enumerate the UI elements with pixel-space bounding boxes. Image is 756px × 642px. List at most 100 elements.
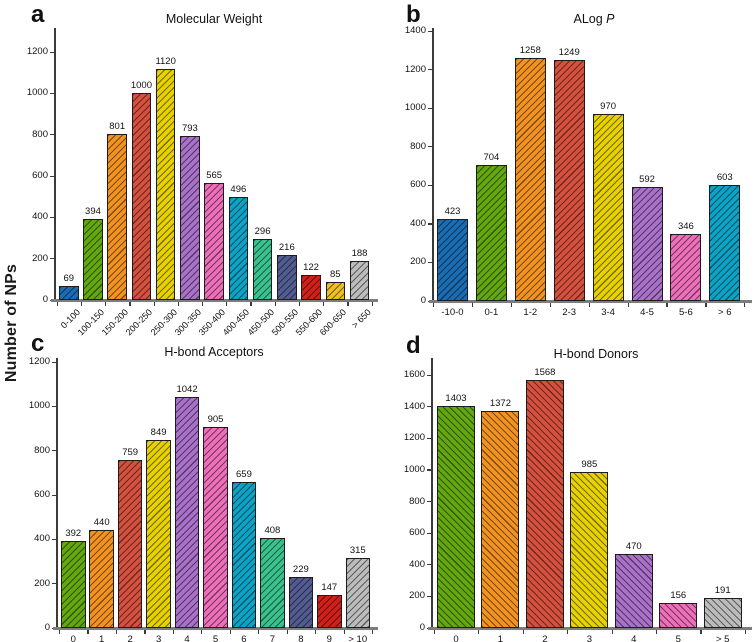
y-axis-tick <box>52 627 56 629</box>
x-category-label: 0-100 <box>58 307 82 331</box>
panel-title: Molecular Weight <box>165 12 263 26</box>
bar-value-label: 793 <box>181 123 198 135</box>
x-axis-tick <box>298 302 301 306</box>
bar-value-label: 1568 <box>534 367 556 379</box>
bar-value-label: 1403 <box>445 393 467 405</box>
x-category-label: 2 <box>127 634 133 642</box>
x-axis-tick <box>433 303 435 307</box>
x-axis-tick <box>371 630 374 634</box>
x-category-label: 8 <box>298 634 304 642</box>
bar <box>437 219 468 301</box>
x-category-label: 0-1 <box>484 307 499 318</box>
shared-y-axis-label: Number of NPs <box>3 263 20 383</box>
x-category-label: 3 <box>586 634 592 642</box>
y-axis-tick-label: 600 <box>410 179 426 191</box>
bar-value-label: 440 <box>93 517 110 529</box>
x-axis-line <box>429 300 753 303</box>
y-axis-tick <box>52 538 56 541</box>
y-axis-tick-label: 400 <box>409 558 425 570</box>
bar <box>317 595 342 628</box>
bar <box>631 186 663 301</box>
bar-value-label: 470 <box>625 540 642 552</box>
bar <box>252 238 273 300</box>
x-category-label: 4-5 <box>640 307 654 318</box>
bar-value-label: 1000 <box>130 80 152 92</box>
y-axis-tick <box>50 216 54 219</box>
bar <box>155 68 176 300</box>
bar <box>89 530 114 628</box>
x-category-label: 7 <box>269 634 276 642</box>
x-axis-tick <box>627 303 629 307</box>
x-axis-tick <box>347 302 349 306</box>
y-axis-tick <box>52 494 56 496</box>
y-axis-tick-label: 1200 <box>403 432 425 444</box>
bar-value-label: 565 <box>206 170 223 182</box>
panel-title: H-bond Acceptors <box>164 345 264 359</box>
x-axis-tick <box>286 630 288 634</box>
x-axis-tick <box>567 630 569 634</box>
y-axis-tick-label: 1000 <box>26 87 48 99</box>
x-category-label: 1 <box>99 634 105 642</box>
bar-value-label: 1042 <box>176 384 198 396</box>
x-category-label: 200-250 <box>124 307 155 338</box>
bar-value-label: 216 <box>278 242 295 254</box>
x-axis-tick <box>258 630 260 634</box>
x-category-label: 6 <box>241 634 247 642</box>
x-axis-tick <box>153 302 155 306</box>
bar <box>349 261 370 300</box>
x-category-label: > 6 <box>718 307 732 318</box>
x-axis-tick <box>56 302 58 306</box>
bar-value-label: 1120 <box>155 55 176 67</box>
y-axis-tick-label: 600 <box>32 170 48 181</box>
y-axis-tick <box>428 261 432 264</box>
bar-value-label: 315 <box>349 545 366 557</box>
x-axis-tick <box>522 630 524 634</box>
y-axis-tick-label: 1400 <box>403 400 425 412</box>
bar <box>301 274 321 300</box>
x-axis-tick <box>87 630 89 634</box>
bar <box>670 234 702 301</box>
y-axis-tick <box>52 405 56 408</box>
bar <box>277 255 297 300</box>
x-category-label: 300-350 <box>172 307 203 338</box>
bar-value-label: 1249 <box>558 47 580 59</box>
bar <box>260 537 285 628</box>
x-category-label: 2-3 <box>562 307 577 318</box>
bar <box>131 93 152 300</box>
y-axis-line <box>431 358 433 628</box>
bar-value-label: 191 <box>714 584 731 596</box>
bar-value-label: 392 <box>65 528 82 540</box>
y-axis-tick-label: 200 <box>34 577 50 589</box>
x-category-label: 5 <box>675 634 681 642</box>
bar-value-label: 849 <box>150 426 167 438</box>
bar <box>59 285 79 300</box>
y-axis-tick-label: 1600 <box>403 369 425 380</box>
y-axis-tick <box>428 184 432 186</box>
bar <box>703 597 742 628</box>
y-axis-tick-label: 1000 <box>404 102 426 114</box>
y-axis-tick <box>50 51 54 53</box>
bar <box>288 577 314 628</box>
y-axis-line <box>54 28 56 300</box>
x-category-label: 4 <box>631 634 637 642</box>
x-category-label: 450-500 <box>245 307 276 338</box>
x-axis-tick <box>323 302 325 306</box>
y-axis-tick-label: 600 <box>34 489 50 500</box>
bar <box>203 427 228 628</box>
x-category-label: 350-400 <box>196 307 228 338</box>
y-axis-tick <box>427 501 431 503</box>
y-axis-tick <box>428 300 432 302</box>
y-axis-tick <box>50 92 54 95</box>
x-category-label: 4 <box>184 634 190 642</box>
bar-value-label: 496 <box>230 184 247 196</box>
bar-value-label: 801 <box>109 121 126 133</box>
bar-value-label: 188 <box>351 248 368 260</box>
x-axis-tick <box>588 303 590 307</box>
y-axis-tick-label: 400 <box>32 211 48 223</box>
x-category-label: 9 <box>326 634 332 642</box>
bar <box>345 558 370 628</box>
bar <box>481 411 520 628</box>
x-axis-tick <box>105 302 107 306</box>
